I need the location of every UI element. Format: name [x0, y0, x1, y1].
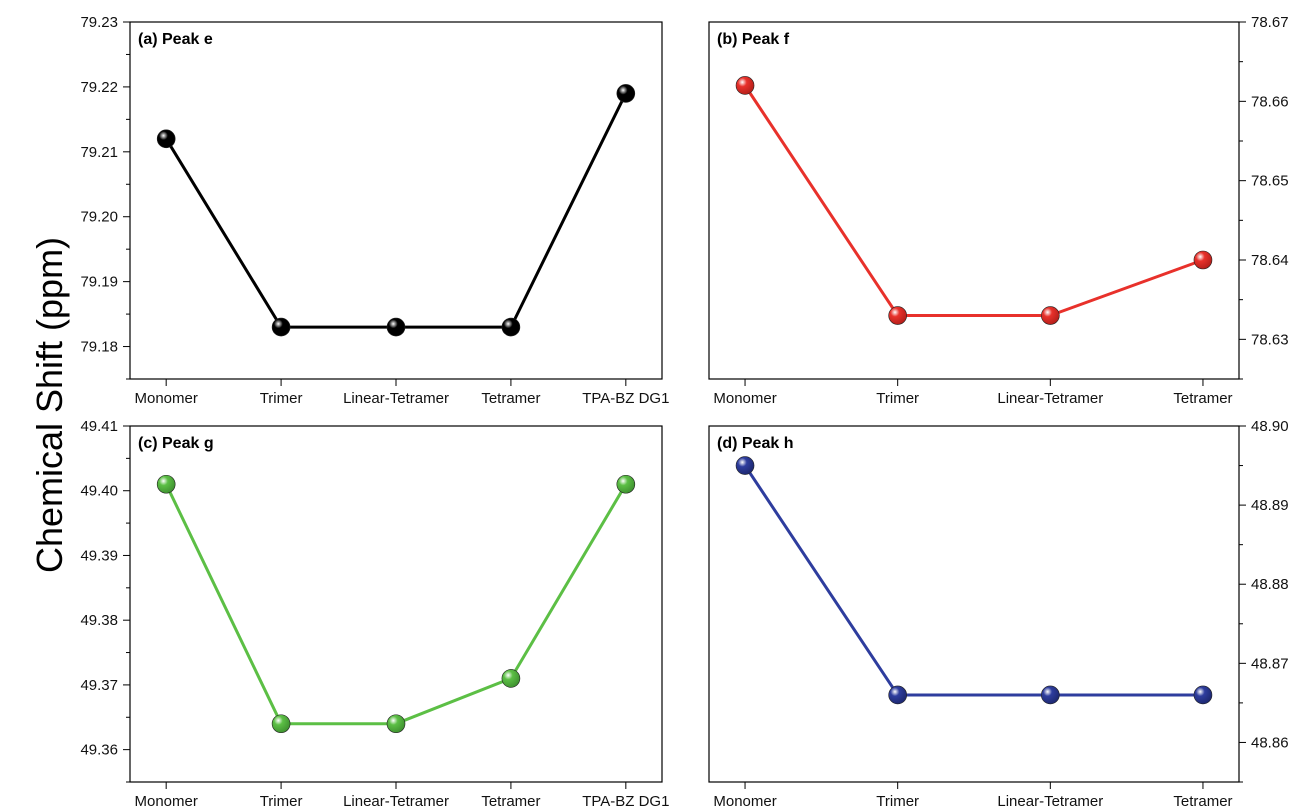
panel-title-d: (d) Peak h: [717, 435, 793, 452]
data-point-d-linear-tetramer: [1041, 685, 1060, 705]
y-tick-label-a-79-21: 79.21: [80, 144, 118, 161]
data-point-a-monomer: [156, 129, 176, 149]
y-tick-label-c-49-38: 49.38: [80, 612, 118, 629]
panel-d-peak-h: 48.86 48.87 48.88 48.89 48.90 Monomer Trimer Li…: [708, 418, 1289, 810]
data-point-c-linear-tetramer: [386, 714, 406, 734]
panel-a-peak-e: 79.18 79.19 79.20 79.21 79.22 79.23 Monomer Tri…: [80, 14, 669, 407]
y-tick-label-d-48-90: 48.90: [1251, 418, 1289, 435]
y-tick-label-a-79-22: 79.22: [80, 79, 118, 96]
x-tick-label-c-tetramer: Tetramer: [481, 793, 540, 810]
series-line-d: [743, 464, 1203, 697]
y-tick-label-d-48-89: 48.89: [1251, 497, 1289, 514]
data-point-b-monomer: [735, 76, 755, 95]
x-tick-label-b-linear-tetramer: Linear-Tetramer: [997, 390, 1103, 407]
x-tick-label-b-trimer: Trimer: [876, 390, 919, 407]
panel-b-peak-f: 78.63 78.64 78.65 78.66 78.67 Monomer Trimer Li…: [708, 14, 1289, 407]
x-tick-label-c-linear-tetramer: Linear-Tetramer: [343, 793, 449, 810]
data-point-a-trimer: [271, 317, 291, 337]
y-tick-label-c-49-39: 49.39: [80, 547, 118, 564]
y-tick-label-d-48-87: 48.87: [1251, 655, 1289, 672]
y-tick-label-a-79-23: 79.23: [80, 14, 118, 31]
y-tick-label-c-49-36: 49.36: [80, 742, 118, 759]
data-point-a-linear-tetramer: [386, 317, 406, 337]
data-point-d-monomer: [735, 456, 755, 475]
figure-y-axis-label: Chemical Shift (ppm): [29, 237, 70, 573]
plot-frame-d: [708, 425, 1240, 783]
data-point-c-tetramer: [501, 669, 521, 688]
y-tick-label-c-49-40: 49.40: [80, 483, 118, 500]
y-tick-label-b-78-65: 78.65: [1251, 173, 1289, 190]
y-tick-label-d-48-86: 48.86: [1251, 734, 1289, 751]
y-tick-label-b-78-66: 78.66: [1251, 93, 1289, 110]
data-point-c-monomer: [156, 474, 176, 494]
data-point-d-trimer: [888, 685, 907, 705]
y-tick-label-b-78-63: 78.63: [1251, 331, 1289, 348]
x-tick-label-d-tetramer: Tetramer: [1173, 793, 1232, 810]
y-tick-label-c-49-41: 49.41: [80, 418, 118, 435]
panel-title-b: (b) Peak f: [717, 31, 790, 48]
series-line-a: [164, 92, 628, 329]
panel-c-peak-g: 49.36 49.37 49.38 49.39 49.40 49.41 Monomer Tri…: [80, 418, 669, 810]
y-tick-label-b-78-67: 78.67: [1251, 14, 1289, 31]
data-point-b-tetramer: [1193, 250, 1213, 270]
x-tick-label-d-linear-tetramer: Linear-Tetramer: [997, 793, 1103, 810]
x-tick-label-a-tpa-bz-dg1: TPA-BZ DG1: [582, 390, 669, 407]
x-tick-label-d-monomer: Monomer: [713, 793, 776, 810]
y-tick-label-c-49-37: 49.37: [80, 677, 118, 694]
x-tick-label-b-tetramer: Tetramer: [1173, 390, 1232, 407]
data-point-c-trimer: [271, 714, 291, 734]
panel-title-c: (c) Peak g: [138, 435, 214, 452]
x-tick-label-a-tetramer: Tetramer: [481, 390, 540, 407]
x-tick-label-b-monomer: Monomer: [713, 390, 776, 407]
plot-frame-b: [708, 21, 1240, 380]
x-tick-label-c-monomer: Monomer: [134, 793, 197, 810]
data-point-a-tpa-bz-dg1: [616, 84, 636, 103]
data-point-b-linear-tetramer: [1041, 306, 1060, 325]
data-point-c-tpa-bz-dg1: [616, 474, 636, 494]
x-tick-label-a-linear-tetramer: Linear-Tetramer: [343, 390, 449, 407]
data-point-a-tetramer: [501, 317, 521, 337]
y-tick-label-b-78-64: 78.64: [1251, 252, 1289, 269]
series-line-c: [164, 483, 628, 726]
x-tick-label-c-tpa-bz-dg1: TPA-BZ DG1: [582, 793, 669, 810]
x-tick-label-a-trimer: Trimer: [260, 390, 303, 407]
x-tick-label-c-trimer: Trimer: [260, 793, 303, 810]
y-tick-label-a-79-20: 79.20: [80, 209, 118, 226]
x-tick-label-a-monomer: Monomer: [134, 390, 197, 407]
series-line-b: [743, 84, 1204, 317]
y-tick-label-d-48-88: 48.88: [1251, 576, 1289, 593]
y-tick-label-a-79-19: 79.19: [80, 274, 118, 291]
y-tick-label-a-79-18: 79.18: [80, 339, 118, 356]
data-point-b-trimer: [888, 306, 907, 325]
x-tick-label-d-trimer: Trimer: [876, 793, 919, 810]
data-point-d-tetramer: [1193, 685, 1213, 705]
panel-title-a: (a) Peak e: [138, 31, 213, 48]
